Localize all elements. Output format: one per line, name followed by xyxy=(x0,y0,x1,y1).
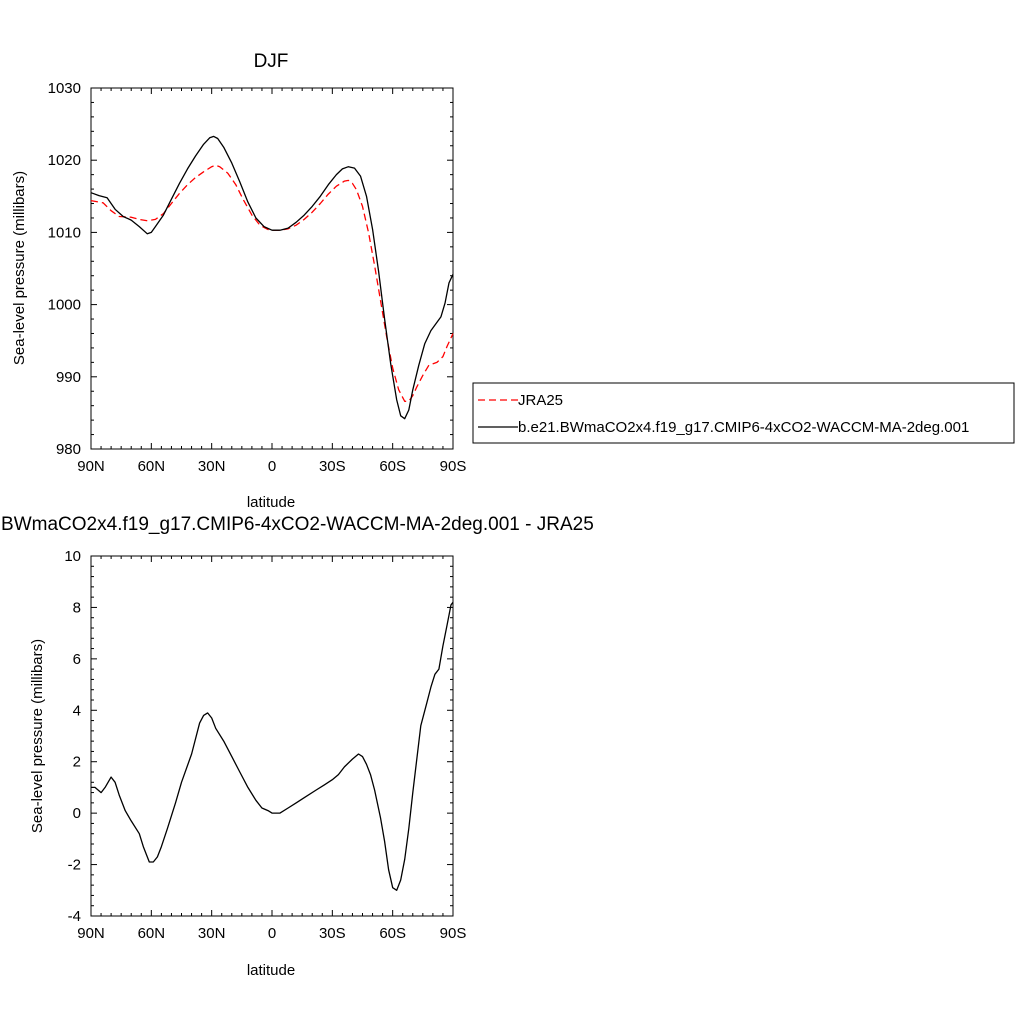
legend-label-model: b.e21.BWmaCO2x4.f19_g17.CMIP6-4xCO2-WACC… xyxy=(518,419,969,436)
bottom-y-tick-label: 2 xyxy=(73,754,81,771)
bottom-y-tick-label: 4 xyxy=(73,702,81,719)
bottom-ylabel: Sea-level pressure (millibars) xyxy=(29,639,46,833)
top-y-tick-label: 1010 xyxy=(48,224,81,241)
bottom-x-tick-label: 90S xyxy=(440,925,467,942)
bottom-y-tick-label: 6 xyxy=(73,651,81,668)
top-x-tick-label: 0 xyxy=(268,458,276,475)
legend-label-jra25: JRA25 xyxy=(518,392,563,409)
bottom-xlabel: latitude xyxy=(247,962,295,979)
bottom-panel: b.e21.BWmaCO2x4.f19_g17.CMIP6-4xCO2-WACC… xyxy=(0,514,594,979)
bottom-tick-marks xyxy=(90,555,454,917)
top-y-tick-label: 1030 xyxy=(48,80,81,97)
top-y-tick-labels: 980 990 1000 1010 1020 1030 xyxy=(48,80,81,458)
top-y-tick-label: 980 xyxy=(56,441,81,458)
top-x-tick-label: 30S xyxy=(319,458,346,475)
bottom-x-tick-labels: 90N 60N 30N 0 30S 60S 90S xyxy=(77,925,466,942)
bottom-title: b.e21.BWmaCO2x4.f19_g17.CMIP6-4xCO2-WACC… xyxy=(0,514,594,535)
top-title: DJF xyxy=(254,51,289,72)
top-plot-frame xyxy=(90,87,454,450)
bottom-series-line-0 xyxy=(91,601,454,891)
top-x-tick-label: 90N xyxy=(77,458,105,475)
top-x-tick-label: 90S xyxy=(440,458,467,475)
bottom-x-tick-label: 60S xyxy=(379,925,406,942)
top-series-line-1 xyxy=(90,135,454,420)
bottom-y-tick-label: 8 xyxy=(73,599,81,616)
top-y-tick-label: 1000 xyxy=(48,297,81,314)
bottom-y-tick-labels: -4 -2 0 2 4 6 8 10 xyxy=(64,548,81,925)
bottom-x-tick-label: 90N xyxy=(77,925,105,942)
top-tick-marks xyxy=(90,87,454,450)
top-ylabel: Sea-level pressure (millibars) xyxy=(11,171,28,365)
bottom-y-tick-label: -2 xyxy=(68,857,81,874)
top-x-tick-label: 60S xyxy=(379,458,406,475)
bottom-y-tick-label: 0 xyxy=(73,805,81,822)
legend: JRA25 b.e21.BWmaCO2x4.f19_g17.CMIP6-4xCO… xyxy=(472,382,1015,444)
top-x-tick-label: 30N xyxy=(198,458,226,475)
bottom-plot-frame xyxy=(90,555,454,917)
top-panel: DJF Sea-level pressure (millibars) latit… xyxy=(11,51,466,511)
bottom-x-tick-label: 0 xyxy=(268,925,276,942)
bottom-y-tick-label: -4 xyxy=(68,908,81,925)
bottom-x-tick-label: 30S xyxy=(319,925,346,942)
bottom-series xyxy=(91,601,454,891)
top-y-tick-label: 1020 xyxy=(48,152,81,169)
bottom-x-tick-label: 60N xyxy=(138,925,166,942)
top-xlabel: latitude xyxy=(247,494,295,511)
top-x-tick-label: 60N xyxy=(138,458,166,475)
bottom-y-tick-label: 10 xyxy=(64,548,81,565)
bottom-x-tick-label: 30N xyxy=(198,925,226,942)
top-y-tick-label: 990 xyxy=(56,369,81,386)
legend-box xyxy=(472,382,1015,444)
top-series xyxy=(90,135,454,420)
top-x-tick-labels: 90N 60N 30N 0 30S 60S 90S xyxy=(77,458,466,475)
top-series-line-0 xyxy=(90,164,454,402)
